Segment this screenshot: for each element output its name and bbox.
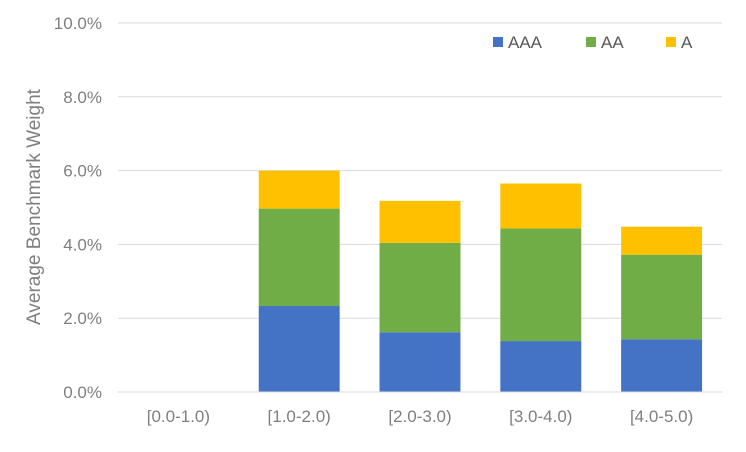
bars xyxy=(258,170,703,392)
bar-a-3 xyxy=(500,183,582,229)
x-tick-label: [1.0-2.0) xyxy=(268,407,331,426)
y-tick-label: 0.0% xyxy=(63,383,102,402)
bar-a-1 xyxy=(258,170,340,209)
x-tick-label: [2.0-3.0) xyxy=(388,407,451,426)
bar-aa-2 xyxy=(379,242,461,333)
y-tick-label: 10.0% xyxy=(54,14,102,33)
legend-label: AA xyxy=(601,33,624,52)
legend-item-aa: AA xyxy=(586,33,624,52)
legend-label: AAA xyxy=(508,33,543,52)
bar-aa-4 xyxy=(621,254,703,340)
y-tick-label: 4.0% xyxy=(63,235,102,254)
y-tick-label: 2.0% xyxy=(63,309,102,328)
axes: 0.0% 2.0% 4.0% 6.0% 8.0% 10.0% [0.0-1.0) [1.0-2… xyxy=(54,14,722,426)
x-tick-label: [4.0-5.0) xyxy=(630,407,693,426)
x-tick-label: [0.0-1.0) xyxy=(147,407,210,426)
y-tick-label: 8.0% xyxy=(63,88,102,107)
bar-a-4 xyxy=(621,226,703,255)
bar-aaa-1 xyxy=(258,306,340,392)
y-axis-title: Average Benchmark Weight xyxy=(24,88,45,325)
legend-swatch xyxy=(586,37,596,47)
legend-swatch xyxy=(666,37,676,47)
legend-swatch xyxy=(493,37,503,47)
legend-item-aaa: AAA xyxy=(493,33,543,52)
bar-aaa-2 xyxy=(379,332,461,392)
y-tick-label: 6.0% xyxy=(63,162,102,181)
legend-item-a: A xyxy=(666,33,693,52)
bar-aaa-3 xyxy=(500,341,582,392)
legend: AAA AA A xyxy=(493,33,693,52)
legend-label: A xyxy=(681,33,693,52)
bar-aaa-4 xyxy=(621,339,703,392)
bar-a-2 xyxy=(379,200,461,243)
x-tick-label: [3.0-4.0) xyxy=(509,407,572,426)
bar-aa-1 xyxy=(258,208,340,307)
bar-aa-3 xyxy=(500,228,582,342)
